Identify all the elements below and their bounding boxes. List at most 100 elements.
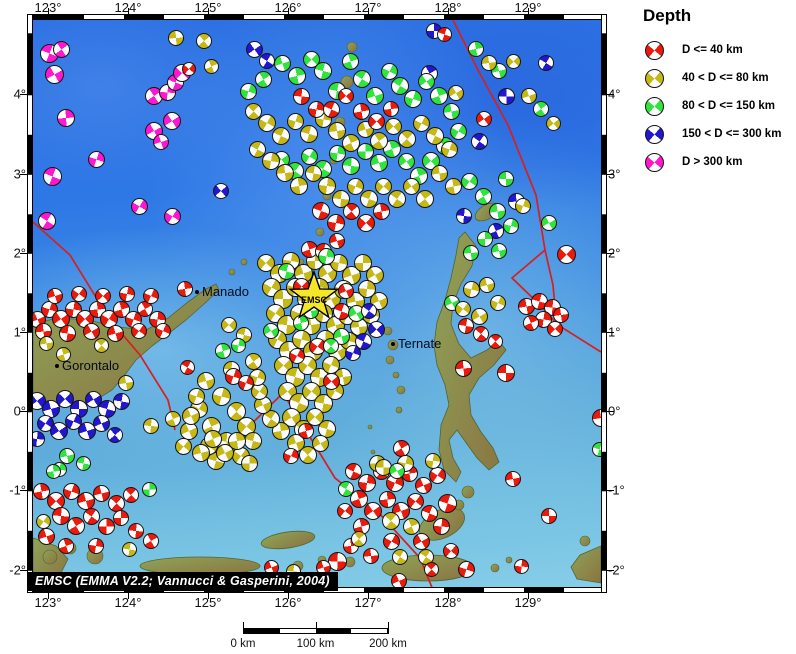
focal-mechanism-icon [230,337,246,353]
focal-mechanism-icon [322,100,340,118]
axis-label-bottom: 125° [194,595,222,610]
focal-mechanism-icon [357,214,375,232]
tick-bottom [208,593,209,599]
focal-mechanism-icon [487,333,503,349]
axis-label-top: 127° [355,0,382,15]
axis-label-top: 123° [35,0,62,15]
focal-mechanism-icon [259,53,275,69]
focal-mechanism-icon [442,102,460,120]
focal-mechanism-icon [443,543,459,559]
focal-mechanism-icon [402,517,420,535]
focal-mechanism-icon [366,266,384,284]
focal-mechanism-icon [182,62,196,76]
focal-mechanism-icon [196,33,212,49]
tick-bottom [48,593,49,599]
focal-mechanism-icon [59,448,75,464]
focal-mechanism-icon [302,50,320,68]
focal-mechanism-icon [258,114,276,132]
focal-mechanism-icon [444,177,462,195]
focal-mechanism-icon [75,455,91,471]
emsc-epicenter-star-icon: EMSC [288,269,340,319]
focal-mechanism-icon [392,549,408,565]
legend-title: Depth [643,6,692,25]
focal-mechanism-icon [437,493,457,513]
focal-mechanism-icon [342,157,360,175]
focal-mechanism-icon [97,517,115,535]
focal-mechanism-icon [358,280,376,298]
focal-mechanism-icon [33,431,45,447]
focal-mechanism-icon [130,197,148,215]
focal-mechanism-icon [204,430,222,448]
axis-label-bottom: 128° [434,595,462,610]
focal-mechanism-icon [513,558,529,574]
focal-mechanism-icon [462,280,480,298]
focal-mechanism-icon [384,117,402,135]
focal-mechanism-icon [430,164,448,182]
focal-mechanism-icon [455,301,471,317]
focal-mechanism-icon [47,288,63,304]
axis-label-bottom: 123° [34,595,62,610]
focal-mechanism-icon [338,481,354,497]
focal-mechanism-icon [367,320,385,338]
focal-mechanism-icon [425,453,441,469]
focal-mechanism-icon [392,439,410,457]
focal-mechanism-icon [92,484,110,502]
focal-mechanism-icon [547,321,563,337]
focal-mechanism-icon [248,140,266,158]
tick-left [20,570,27,571]
focal-mechanism-icon [481,55,497,71]
tick-left [20,253,27,254]
focal-mechanism-icon [328,122,346,140]
focal-mechanism-icon [281,407,301,427]
tick-top [288,8,289,14]
tick-top [128,8,129,14]
axis-label-top: 125° [195,0,222,15]
legend-items: D <= 40 km 40 < D <= 80 km 80 < D <= 150 k… [637,36,795,176]
focal-mechanism-icon [338,283,354,299]
focal-mechanism-icon [541,508,557,524]
focal-mechanism-icon [119,286,135,302]
city-dot-icon [391,342,395,346]
focal-mechanism-icon [414,476,432,494]
map-frame-left [27,14,33,593]
focal-mechanism-icon [292,87,310,105]
focal-mechanism-icon [541,215,557,231]
focal-mechanism-icon [45,463,61,479]
focal-mechanism-icon [141,481,157,497]
scale-bar-segment [315,629,352,633]
focal-mechanism-icon [344,462,362,480]
tick-bottom [448,593,449,599]
focal-mechanism-icon [82,507,100,525]
focal-mechanism-icon [474,187,492,205]
city-name: Manado [202,284,249,299]
focal-mechanism-icon [449,122,467,140]
focal-mechanism-icon [591,441,601,457]
focal-mechanism-icon [37,527,55,545]
focal-mechanism-icon [412,114,430,132]
scale-bar-segment [279,629,316,633]
focal-mechanism-icon [215,343,231,359]
focal-mechanism-icon [533,101,549,117]
tick-right [607,411,614,412]
focal-mechanism-icon [298,423,314,439]
focal-mechanism-icon [417,72,435,90]
tick-left [20,332,27,333]
focal-mechanism-icon [515,198,531,214]
focal-mechanism-icon [338,88,354,104]
focal-mechanism-icon [276,164,294,182]
focal-mechanism-icon [448,85,464,101]
focal-mechanism-icon [307,100,325,118]
focal-mechanism-icon [416,190,434,208]
focal-mechanism-icon [545,115,561,131]
focal-mechanism-icon [391,77,409,95]
depth-legend: Depth D <= 40 km 40 < D <= 80 km 80 < D <=… [637,6,795,176]
focal-mechanism-icon [143,533,159,549]
focal-mechanism-icon [187,387,205,405]
focal-mechanism-icon [389,463,405,479]
focal-mechanism-icon [430,87,448,105]
axis-label-top: 126° [275,0,302,15]
scale-bar: 0 km 100 km 200 km [231,622,407,654]
focal-mechanism-icon [163,112,181,130]
focal-mechanism-icon [55,346,71,362]
focal-mechanism-icon [143,288,159,304]
